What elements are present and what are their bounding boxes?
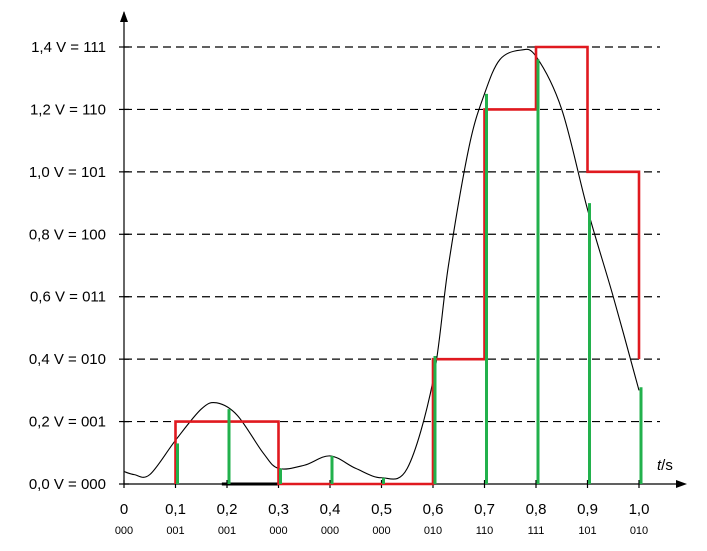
x-tick-label: 0,6 xyxy=(423,501,444,518)
x-tick-label: 0,8 xyxy=(526,501,547,518)
x-code-label: 000 xyxy=(321,525,339,537)
x-code-label: 111 xyxy=(528,525,545,537)
y-tick-label: 0,6 V = 011 xyxy=(30,289,106,306)
x-code-label: 001 xyxy=(166,525,184,537)
y-axis-arrow xyxy=(120,11,128,22)
x-tick-label: 0,3 xyxy=(268,501,289,518)
analog-signal xyxy=(123,48,640,480)
x-tick-label: 0,4 xyxy=(320,501,341,518)
y-tick-label: 1,4 V = 111 xyxy=(31,39,106,56)
quantized-signal xyxy=(174,45,641,486)
x-code-label: 101 xyxy=(578,525,596,537)
x-code-label: 010 xyxy=(424,525,442,537)
x-tick-label: 0,7 xyxy=(474,501,495,518)
x-tick-label: 1,0 xyxy=(629,501,650,518)
x-code-label: 000 xyxy=(269,525,287,537)
x-code-label: 001 xyxy=(218,525,236,537)
x-axis-label: t/s xyxy=(657,457,673,474)
y-tick-label: 1,0 V = 101 xyxy=(29,164,106,181)
quantized-steps xyxy=(174,45,641,486)
x-tick-label: 0,1 xyxy=(165,501,186,518)
x-axis-arrow xyxy=(676,480,687,488)
x-code-label: 000 xyxy=(372,525,390,537)
y-tick-label: 1,2 V = 110 xyxy=(30,101,106,118)
signal-curve xyxy=(123,48,640,480)
x-code-label: 000 xyxy=(115,525,133,537)
x-code-label: 010 xyxy=(630,525,648,537)
samples xyxy=(176,59,643,484)
y-tick-label: 0,0 V = 000 xyxy=(29,476,106,493)
x-tick-label: 0 xyxy=(120,501,128,518)
y-tick-label: 0,4 V = 010 xyxy=(29,351,106,368)
y-tick-label: 0,8 V = 100 xyxy=(29,226,106,243)
tick-labels: 0,0 V = 000 0,2 V = 001 0,4 V = 010 0,6 V =… xyxy=(29,39,673,537)
axes xyxy=(119,11,687,488)
x-tick-label: 0,9 xyxy=(577,501,598,518)
x-tick-label: 0,2 xyxy=(217,501,238,518)
x-code-label: 110 xyxy=(476,525,494,537)
y-tick-label: 0,2 V = 001 xyxy=(29,414,106,431)
x-tick-label: 0,5 xyxy=(371,501,392,518)
gridlines xyxy=(124,46,660,423)
